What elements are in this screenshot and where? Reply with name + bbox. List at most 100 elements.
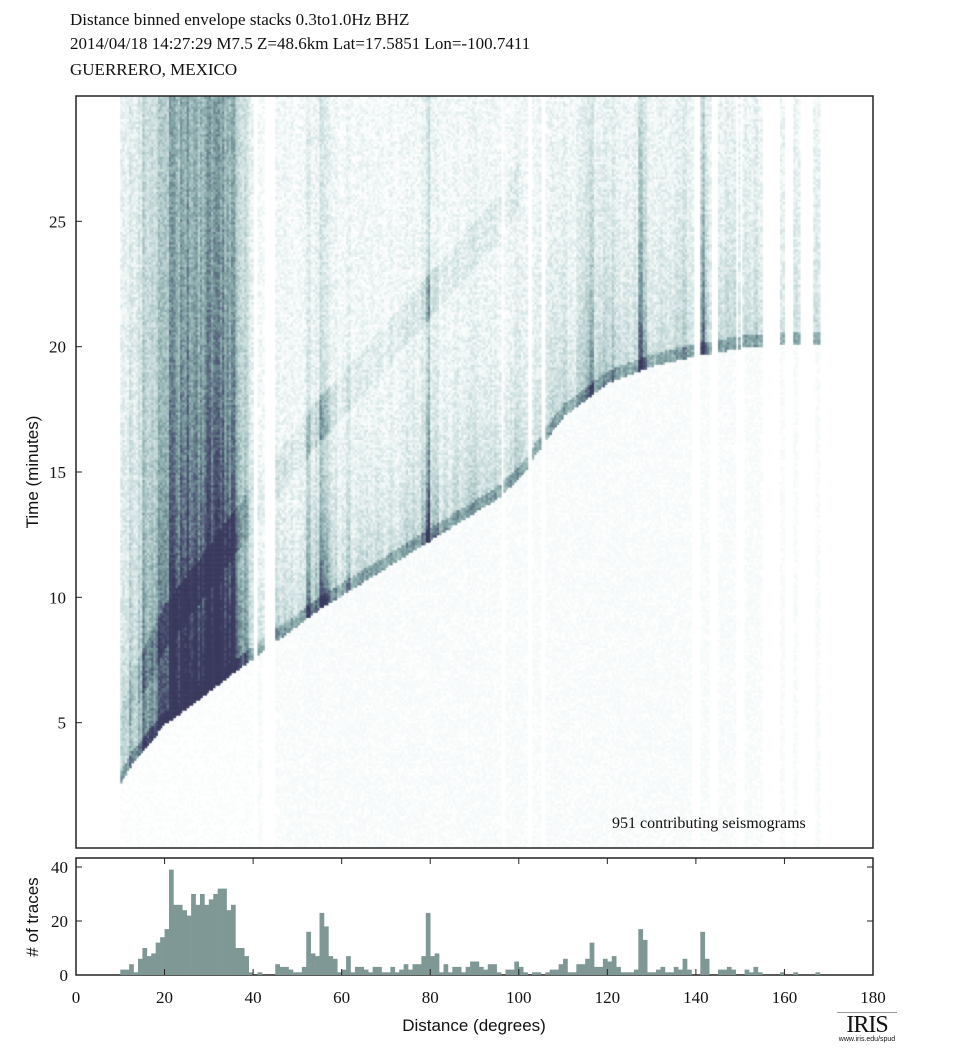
histogram-bar	[377, 966, 382, 975]
x-tick-label: 100	[506, 988, 532, 1007]
histogram-bar	[137, 958, 143, 975]
histogram-bar	[700, 931, 706, 975]
histogram-bar	[288, 969, 294, 975]
contributing-count-note: 951 contributing seismograms	[612, 815, 806, 832]
histogram-bar	[425, 912, 431, 975]
histogram-bar	[146, 956, 152, 975]
x-tick-label: 60	[333, 988, 350, 1007]
x-tick-label: 180	[860, 988, 886, 1007]
histogram-bar	[129, 964, 134, 975]
histogram-bar	[168, 869, 174, 975]
histogram-bar	[213, 894, 218, 975]
histogram-bar	[532, 972, 537, 975]
envelope-heatmap	[76, 96, 873, 848]
histogram-bar	[284, 966, 289, 975]
histogram-bar	[594, 966, 599, 975]
histogram-bar	[456, 966, 462, 975]
title-line-2: 2014/04/18 14:27:29 M7.5 Z=48.6km Lat=17…	[70, 34, 531, 53]
x-tick-label: 160	[772, 988, 798, 1007]
histogram-bar	[222, 888, 227, 975]
histogram-bar	[757, 972, 763, 975]
histogram-bar	[337, 972, 342, 975]
seismogram-line-icon	[837, 1012, 897, 1013]
histogram-bar	[793, 972, 799, 975]
histogram-bar	[554, 969, 559, 975]
title-line-1: Distance binned envelope stacks 0.3to1.0…	[70, 10, 410, 29]
histogram-bar	[151, 953, 156, 975]
histogram-bar	[416, 964, 422, 975]
histogram-bar	[350, 972, 356, 975]
histogram-bar	[647, 972, 652, 975]
histogram-bar	[239, 948, 245, 975]
histogram-bar	[549, 969, 555, 975]
histogram-bar	[421, 956, 427, 975]
histogram-bar	[492, 964, 497, 975]
histogram-bar	[443, 964, 449, 975]
histogram-bar	[602, 958, 608, 975]
histogram-bar	[633, 969, 639, 975]
histogram-bar	[155, 942, 161, 975]
histogram-bar	[452, 966, 458, 975]
histogram-bar	[279, 966, 285, 975]
histogram-bar	[385, 972, 391, 975]
histogram-bar	[332, 958, 338, 975]
histogram-bar	[642, 939, 648, 975]
histogram-bar	[341, 969, 347, 975]
histogram-bar	[607, 961, 613, 975]
histogram-bar	[226, 910, 232, 975]
histogram-bar	[315, 956, 320, 975]
histogram-bar	[523, 972, 528, 975]
histogram-bar	[297, 972, 303, 975]
histogram-bar	[164, 929, 170, 975]
histogram-bar	[483, 969, 489, 975]
heatmap-frame	[75, 95, 874, 849]
histogram-bar	[399, 969, 404, 975]
x-tick-label: 140	[683, 988, 709, 1007]
histogram-bar	[669, 972, 675, 975]
histogram-bar	[580, 964, 586, 975]
x-tick-label: 80	[422, 988, 439, 1007]
iris-logo: IRIS www.iris.edu/spud	[832, 1012, 902, 1044]
histogram-bar	[133, 972, 139, 975]
x-tick-label: 40	[245, 988, 262, 1007]
histogram-bar	[244, 956, 249, 975]
histogram-bar	[638, 929, 644, 975]
histogram-bar	[354, 966, 360, 975]
histogram-bar	[208, 899, 214, 975]
histogram-bar	[470, 961, 475, 975]
histogram-bar	[536, 972, 542, 975]
histogram-bar	[514, 961, 520, 975]
histogram-bar	[616, 966, 621, 975]
logo-url: www.iris.edu/spud	[838, 1036, 896, 1043]
histogram-bar	[780, 972, 785, 975]
histogram-bar	[310, 953, 316, 975]
histogram-bar	[656, 969, 661, 975]
histogram-bar	[611, 956, 617, 975]
histogram-bar	[682, 958, 688, 975]
histogram-bar	[651, 972, 657, 975]
histogram-bar	[199, 894, 205, 975]
histogram-bar	[687, 969, 692, 975]
histogram-bar	[447, 972, 453, 975]
histogram-bar	[328, 956, 334, 975]
histogram-bar	[124, 969, 130, 975]
histogram-bar	[678, 969, 683, 975]
histogram-bar	[625, 972, 630, 975]
histogram-bar	[620, 972, 626, 975]
histogram-bar	[403, 964, 409, 975]
histogram-bar	[434, 953, 440, 975]
y-tick-label-time: 25	[49, 212, 66, 231]
y-tick-label-traces: 40	[51, 858, 68, 877]
histogram-bar	[589, 942, 595, 975]
histogram-bar	[558, 964, 564, 975]
histogram-bar	[292, 972, 298, 975]
histogram-bar	[571, 972, 577, 975]
histogram-bar	[323, 926, 329, 975]
y-tick-label-time: 20	[49, 338, 66, 357]
histogram-bar	[359, 966, 365, 975]
histogram-bar	[412, 964, 418, 975]
histogram-bar	[731, 969, 737, 975]
histogram-bar	[749, 972, 754, 975]
y-tick-label-time: 10	[49, 588, 66, 607]
